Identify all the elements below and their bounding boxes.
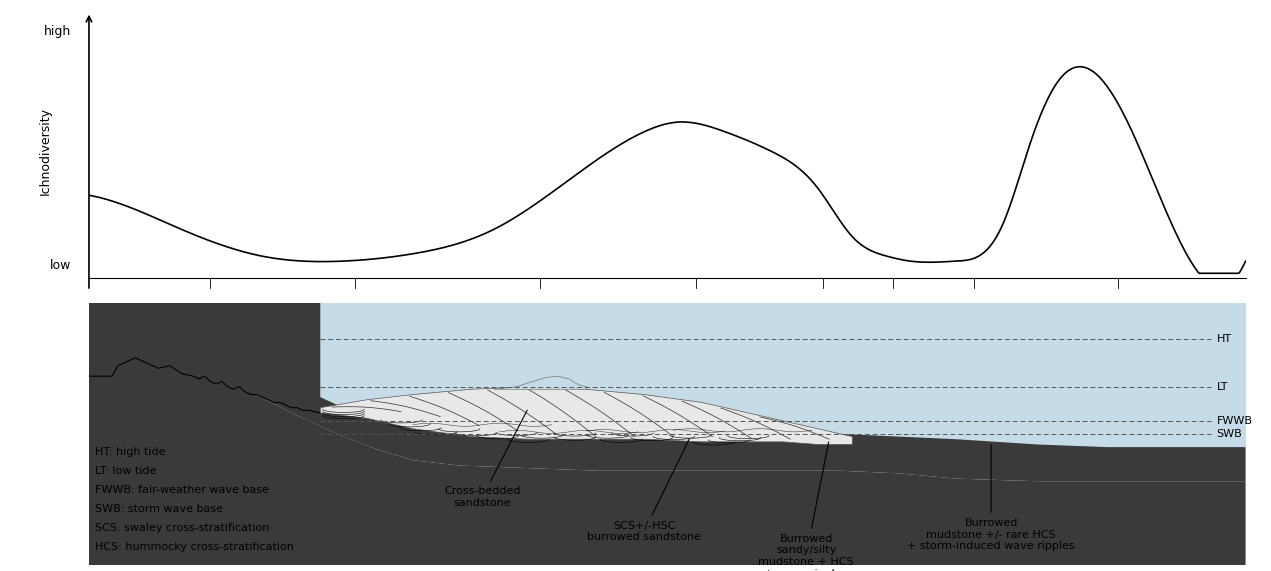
- Polygon shape: [493, 376, 586, 389]
- Text: Burrowed
mudstone +/- rare HCS
+ storm-induced wave ripples: Burrowed mudstone +/- rare HCS + storm-i…: [907, 445, 1075, 551]
- Text: Ichnodiversity: Ichnodiversity: [38, 107, 52, 195]
- Polygon shape: [89, 303, 1246, 565]
- Text: SCS+/-HSC
burrowed sandstone: SCS+/-HSC burrowed sandstone: [587, 439, 702, 542]
- Text: SCS: swaley cross-stratification: SCS: swaley cross-stratification: [95, 522, 269, 533]
- Text: HCS: hummocky cross-stratification: HCS: hummocky cross-stratification: [95, 542, 294, 552]
- Text: high: high: [44, 25, 71, 38]
- Text: Offshore: Offshore: [742, 317, 789, 328]
- Text: low: low: [51, 259, 71, 272]
- Text: Foreshore/
upper shoreface: Foreshore/ upper shoreface: [408, 317, 498, 339]
- Text: LT: low tide: LT: low tide: [95, 466, 156, 476]
- Text: SWB: SWB: [1216, 429, 1243, 439]
- Polygon shape: [320, 387, 853, 444]
- Text: Marginal marine
(Brackish): Marginal marine (Brackish): [240, 317, 332, 339]
- Text: Continental: Continental: [114, 317, 179, 328]
- Text: HT: HT: [1216, 335, 1232, 344]
- Text: Cross-bedded
sandstone: Cross-bedded sandstone: [444, 410, 527, 508]
- Text: FWWB: fair-weather wave base: FWWB: fair-weather wave base: [95, 485, 268, 495]
- Text: FWWB: FWWB: [1216, 416, 1253, 426]
- Text: LT: LT: [1216, 381, 1228, 392]
- Text: Deep marine
turbidite: Deep marine turbidite: [1002, 317, 1074, 339]
- Text: Basin
plain: Basin plain: [1173, 317, 1202, 339]
- Text: Lower/Middle
shoreface: Lower/Middle shoreface: [583, 317, 658, 339]
- Polygon shape: [89, 303, 1246, 447]
- Text: Shelf: Shelf: [850, 317, 878, 328]
- Polygon shape: [89, 303, 320, 413]
- Polygon shape: [89, 303, 1246, 481]
- Text: Burrowed
sandy/silty
mudstone + HCS
+ wave ripples: Burrowed sandy/silty mudstone + HCS + wa…: [759, 442, 854, 571]
- Text: SWB: storm wave base: SWB: storm wave base: [95, 504, 222, 514]
- Text: HT: high tide: HT: high tide: [95, 447, 165, 457]
- Text: Slope: Slope: [924, 317, 955, 328]
